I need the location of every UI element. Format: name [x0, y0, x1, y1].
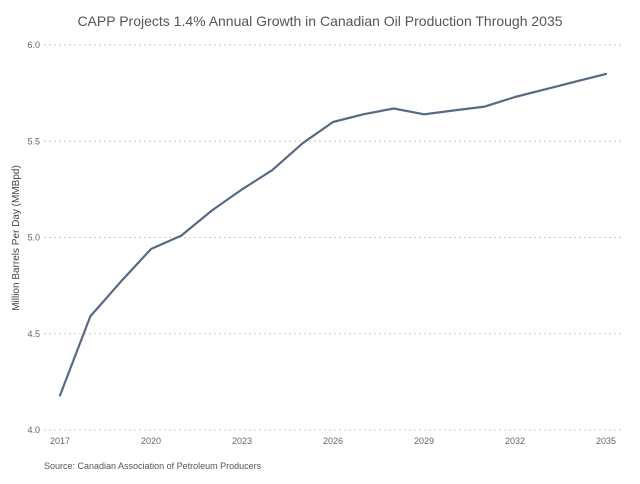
y-tick-label: 5.5	[27, 136, 40, 146]
y-axis-label: Million Barrels Per Day (MMBpd)	[11, 165, 22, 311]
x-axis-ticks: 2017 2020 2023 2026 2029 2032 2035	[50, 436, 616, 446]
x-tick-label: 2020	[141, 436, 161, 446]
chart-title: CAPP Projects 1.4% Annual Growth in Cana…	[77, 13, 562, 29]
x-tick-label: 2017	[50, 436, 70, 446]
series-layer	[58, 72, 608, 397]
y-axis-ticks: 4.0 4.5 5.0 5.5 6.0	[27, 40, 40, 435]
source-note: Source: Canadian Association of Petroleu…	[44, 461, 262, 471]
series-line-0	[58, 72, 608, 397]
x-tick-label: 2023	[232, 436, 252, 446]
gridlines	[44, 44, 622, 431]
x-tick-label: 2032	[505, 436, 525, 446]
y-tick-label: 4.5	[27, 329, 40, 339]
x-tick-label: 2029	[414, 436, 434, 446]
x-tick-label: 2026	[323, 436, 343, 446]
x-tick-label: 2035	[596, 436, 616, 446]
y-tick-label: 6.0	[27, 40, 40, 50]
y-tick-label: 5.0	[27, 233, 40, 243]
y-tick-label: 4.0	[27, 425, 40, 435]
